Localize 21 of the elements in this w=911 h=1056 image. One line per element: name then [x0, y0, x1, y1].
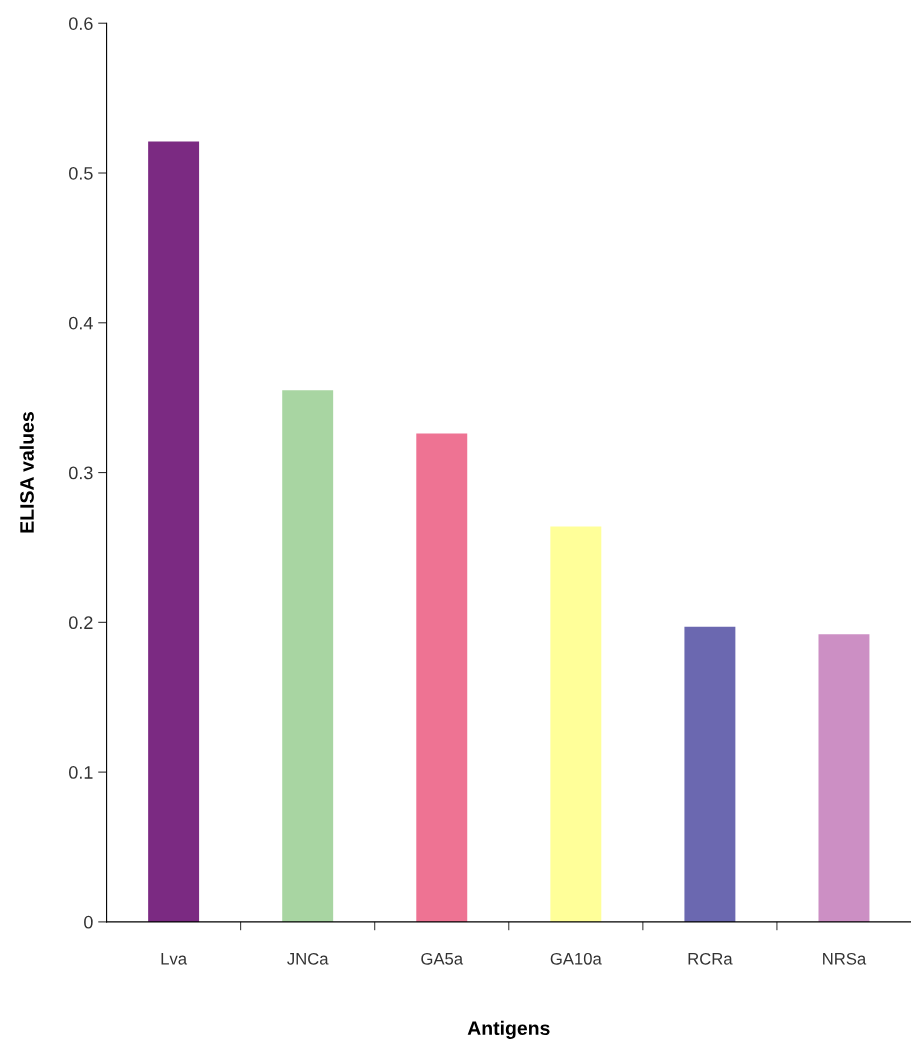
x-tick-label: GA5a — [421, 952, 464, 965]
y-tick-label: 0.6 — [69, 17, 93, 30]
x-tick-label: NRSa — [823, 952, 867, 965]
y-tick-label: 0.3 — [69, 466, 93, 480]
bar — [148, 141, 200, 922]
y-tick-label: 0.2 — [69, 616, 93, 630]
y-axis-title: ELISA values — [19, 412, 34, 533]
x-tick-label: GA10a — [550, 952, 602, 965]
bar — [818, 634, 870, 922]
x-tick-label: Lva — [161, 953, 188, 965]
bar — [282, 390, 334, 922]
y-tick-label: 0.4 — [69, 316, 93, 330]
y-tick-label: 0.5 — [69, 166, 93, 180]
x-tick-label: RCRa — [688, 952, 733, 965]
y-tick-label: 0 — [84, 915, 93, 929]
x-tick-label: JNCa — [287, 952, 329, 965]
y-tick-label: 0.1 — [69, 766, 93, 779]
x-axis-title: Antigens — [467, 1020, 550, 1039]
bar — [550, 526, 602, 922]
bar — [416, 433, 468, 922]
bar — [684, 626, 736, 922]
